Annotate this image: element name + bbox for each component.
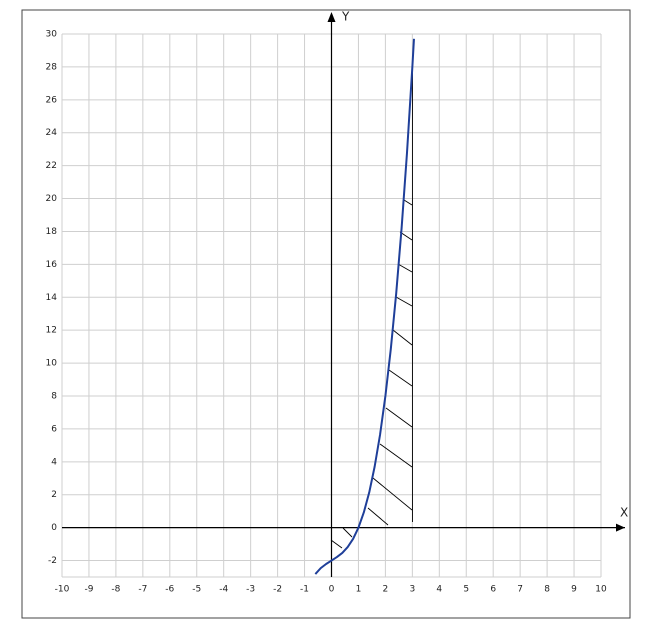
- y-tick-label: 22: [46, 161, 57, 171]
- x-tick-label: 7: [517, 585, 523, 595]
- x-tick-label: 5: [463, 585, 469, 595]
- x-tick-label: 1: [356, 585, 362, 595]
- curve: [314, 38, 415, 575]
- hatch-line: [395, 296, 413, 307]
- x-tick-label: 9: [571, 585, 577, 595]
- hatch-line: [342, 527, 353, 538]
- hatch-line: [388, 369, 413, 387]
- hatch-line: [367, 507, 389, 526]
- hatch-line: [403, 199, 413, 206]
- x-tick-label: -8: [111, 585, 120, 595]
- y-tick-label: 12: [46, 326, 57, 336]
- y-tick-label: 24: [46, 128, 58, 138]
- hatch-line: [379, 443, 413, 468]
- hatch-line: [392, 329, 413, 346]
- y-axis-label: Y: [341, 10, 350, 24]
- y-tick-label: 30: [46, 30, 58, 40]
- x-tick-label: 4: [436, 585, 442, 595]
- x-tick-label: -3: [246, 585, 255, 595]
- hatch-line: [330, 539, 343, 549]
- x-tick-label: -2: [273, 585, 282, 595]
- y-tick-label: 14: [46, 293, 58, 303]
- x-tick-label: -6: [165, 585, 174, 595]
- y-tick-label: 8: [51, 392, 57, 402]
- hatch-line: [372, 477, 413, 511]
- y-tick-label: 26: [46, 95, 58, 105]
- x-tick-label: -10: [55, 585, 70, 595]
- x-tick-label: 3: [409, 585, 415, 595]
- frame: [21, 9, 631, 619]
- x-tick-label: -1: [300, 585, 309, 595]
- x-tick-label: 0: [329, 585, 335, 595]
- y-tick-label: 20: [46, 194, 58, 204]
- y-tick-label: 16: [46, 260, 58, 270]
- y-tick-label: 10: [46, 359, 58, 369]
- x-tick-label: 6: [490, 585, 496, 595]
- y-tick-label: -2: [48, 556, 57, 566]
- hatch-line: [385, 407, 413, 428]
- y-axis-arrow: [327, 12, 336, 22]
- x-tick-label: -9: [84, 585, 93, 595]
- x-tick-label: 8: [544, 585, 550, 595]
- x-axis-label: X: [620, 506, 628, 520]
- y-tick-label: 18: [46, 227, 58, 237]
- hatching: [330, 64, 413, 549]
- y-tick-label: 6: [51, 424, 57, 434]
- x-tick-label: -5: [192, 585, 201, 595]
- y-tick-label: 2: [51, 490, 57, 500]
- axes: [62, 12, 625, 577]
- x-tick-label: 2: [383, 585, 389, 595]
- y-tick-label: 28: [46, 62, 58, 72]
- hatch-line: [397, 263, 413, 273]
- x-tick-label: -4: [219, 585, 228, 595]
- x-tick-label: -7: [138, 585, 147, 595]
- y-tick-label: 0: [51, 523, 57, 533]
- x-tick-label: 10: [595, 585, 607, 595]
- y-tick-label: 4: [51, 457, 57, 467]
- x-axis-arrow: [616, 523, 625, 532]
